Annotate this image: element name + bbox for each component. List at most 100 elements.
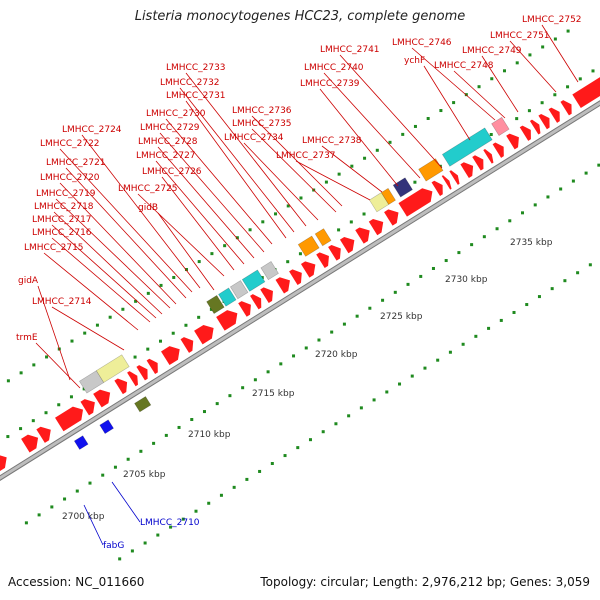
- tick-dot: [139, 449, 143, 453]
- tick-dot: [381, 298, 385, 302]
- tick-dot: [512, 310, 516, 314]
- kbp-label: 2725 kbp: [380, 312, 423, 322]
- tick-dot: [597, 163, 600, 167]
- tick-dot: [308, 438, 312, 442]
- feature-box: [206, 294, 225, 315]
- gene-label: LMHCC_2728: [138, 137, 198, 147]
- tick-dot: [108, 315, 112, 319]
- feature-box: [441, 127, 493, 167]
- tick-dot: [253, 378, 257, 382]
- tick-dot: [330, 330, 334, 334]
- tick-dot: [521, 211, 525, 215]
- tick-dot: [172, 275, 176, 279]
- tick-dot: [101, 473, 105, 477]
- tick-dot: [24, 521, 28, 525]
- gene-label: LMHCC_2727: [136, 151, 196, 161]
- feature-box: [260, 261, 279, 281]
- forward-gene-arrow: [483, 149, 494, 164]
- tick-dot: [232, 485, 236, 489]
- tick-dot: [540, 101, 544, 105]
- tick-dot: [45, 355, 49, 359]
- gene-label: LMHCC_2717: [32, 215, 92, 225]
- feature-box: [418, 158, 444, 182]
- tick-dot: [461, 342, 465, 346]
- gene-leader-line: [423, 65, 471, 141]
- forward-gene-arrow: [316, 252, 329, 269]
- tick-dot: [44, 411, 48, 415]
- gene-label: gidB: [138, 203, 158, 213]
- gene-leader-line: [251, 128, 337, 213]
- tick-dot: [95, 323, 99, 327]
- gene-label: LMHCC_2730: [146, 109, 206, 119]
- kbp-label: 2700 kbp: [62, 512, 105, 522]
- forward-gene-arrow: [55, 406, 84, 432]
- tick-dot: [431, 266, 435, 270]
- tick-dot: [31, 419, 35, 423]
- forward-gene-arrow: [36, 426, 51, 443]
- tick-dot: [215, 402, 219, 406]
- gene-label: LMHCC_2736: [232, 106, 292, 116]
- kbp-label: 2720 kbp: [315, 350, 358, 360]
- gene-leader-line: [51, 237, 151, 323]
- tick-dot: [298, 252, 302, 256]
- tick-dot: [487, 326, 491, 330]
- tick-dot: [286, 204, 290, 208]
- gene-leader-line: [339, 54, 443, 169]
- forward-gene-arrow: [506, 133, 519, 150]
- tick-dot: [362, 212, 366, 216]
- tick-dot: [406, 282, 410, 286]
- tick-dot: [171, 331, 175, 335]
- gene-label: LMHCC_2731: [166, 91, 226, 101]
- tick-dot: [6, 379, 10, 383]
- map-title: Listeria monocytogenes HCC23, complete g…: [134, 9, 466, 24]
- forward-gene-arrow: [492, 142, 504, 158]
- tick-dot: [88, 481, 92, 485]
- forward-gene-arrow: [161, 346, 180, 366]
- gene-leader-line: [51, 306, 125, 351]
- gene-leader-line: [509, 40, 557, 93]
- tick-dot: [337, 172, 341, 176]
- forward-gene-arrow: [93, 389, 111, 408]
- gene-leader-line: [137, 193, 225, 277]
- tick-dot: [413, 124, 417, 128]
- gene-leader-line-blue: [111, 481, 141, 523]
- forward-gene-arrow: [529, 119, 541, 135]
- tick-dot: [207, 501, 211, 505]
- tick-dot: [393, 290, 397, 294]
- gene-leader-line-blue: [83, 504, 104, 546]
- kbp-label: 2730 kbp: [445, 275, 488, 285]
- tick-dot: [474, 334, 478, 338]
- tick-dot: [563, 279, 567, 283]
- tick-dot: [194, 509, 198, 513]
- tick-dot: [146, 347, 150, 351]
- gene-leader-line: [481, 55, 519, 113]
- tick-dot: [419, 274, 423, 278]
- tick-dot: [452, 101, 456, 105]
- gene-label: LMHCC_2737: [276, 151, 336, 161]
- tick-dot: [270, 462, 274, 466]
- tick-dot: [528, 53, 532, 57]
- gene-leader-line: [185, 72, 307, 227]
- forward-gene-arrow: [80, 399, 95, 416]
- tick-dot: [197, 260, 201, 264]
- tick-dot: [578, 77, 582, 81]
- gene-label: LMHCC_2749: [462, 46, 522, 56]
- tick-dot: [19, 427, 23, 431]
- tick-dot: [57, 403, 61, 407]
- tick-dot: [134, 299, 138, 303]
- gene-leader-line: [295, 160, 371, 201]
- tick-dot: [241, 386, 245, 390]
- forward-gene-arrow: [289, 269, 302, 286]
- tick-dot: [258, 469, 262, 473]
- tick-dot: [385, 390, 389, 394]
- tick-dot: [260, 276, 264, 280]
- tick-dot: [515, 117, 519, 121]
- tick-dot: [181, 517, 185, 521]
- tick-dot: [245, 477, 249, 481]
- tick-dot: [359, 406, 363, 410]
- tick-dot: [235, 236, 239, 240]
- forward-gene-arrow: [146, 358, 158, 375]
- kbp-label: 2710 kbp: [188, 430, 231, 440]
- gene-leader-line: [319, 88, 399, 187]
- tick-dot: [121, 307, 125, 311]
